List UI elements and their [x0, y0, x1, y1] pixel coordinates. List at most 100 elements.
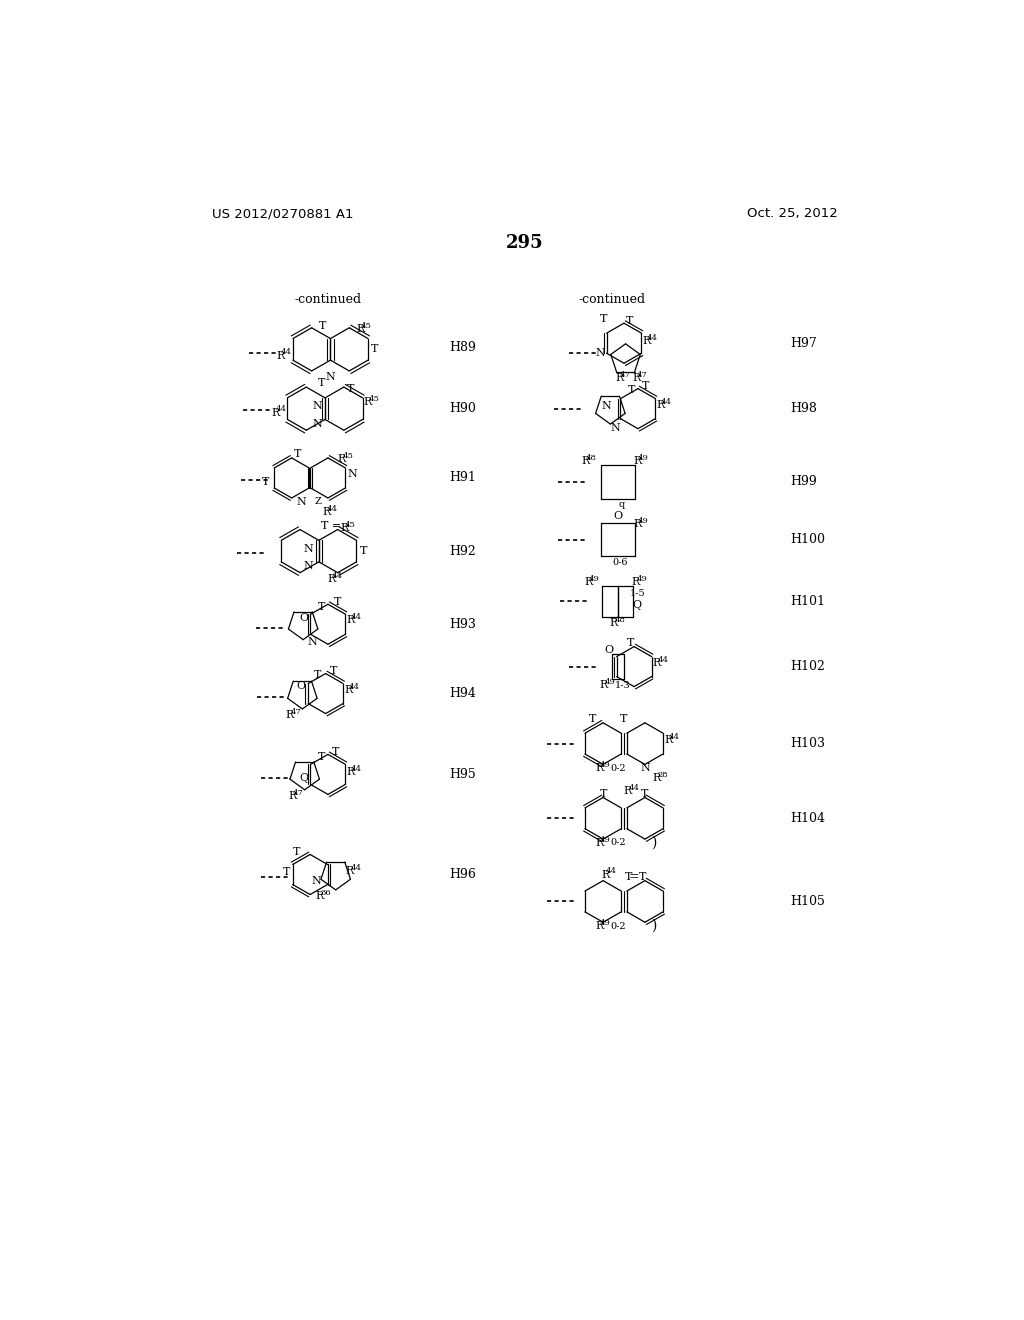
Text: 47: 47: [293, 789, 304, 797]
Text: T: T: [589, 714, 596, 723]
Text: 44: 44: [662, 397, 672, 405]
Text: R: R: [344, 685, 352, 694]
Text: 45: 45: [343, 453, 353, 461]
Text: N: N: [312, 418, 322, 429]
Text: H90: H90: [450, 403, 476, 416]
Text: N: N: [311, 875, 322, 886]
Text: T: T: [318, 321, 327, 331]
Text: N: N: [307, 638, 317, 647]
Text: N: N: [601, 401, 611, 412]
Text: 1-5: 1-5: [630, 589, 645, 598]
Text: T =: T =: [321, 520, 341, 531]
Text: H96: H96: [450, 869, 476, 880]
Text: 44: 44: [647, 334, 658, 342]
Text: R: R: [652, 657, 660, 668]
Text: T: T: [627, 315, 634, 326]
Text: 45: 45: [345, 521, 355, 529]
Text: R: R: [585, 577, 593, 587]
Text: H94: H94: [450, 686, 476, 700]
Text: R: R: [664, 735, 673, 744]
Text: N: N: [304, 544, 313, 554]
Text: 44: 44: [349, 682, 359, 690]
Text: 49: 49: [589, 574, 600, 583]
Text: R: R: [345, 866, 353, 875]
Text: 48: 48: [586, 454, 597, 462]
Text: H100: H100: [791, 533, 825, 546]
Text: 0-2: 0-2: [610, 764, 627, 772]
Text: T: T: [627, 638, 634, 648]
Text: R: R: [286, 710, 294, 721]
Text: T: T: [359, 546, 367, 556]
Text: Q: Q: [633, 601, 642, 610]
Text: 0-2: 0-2: [610, 838, 627, 847]
Text: Oct. 25, 2012: Oct. 25, 2012: [748, 207, 838, 220]
Text: 295: 295: [506, 234, 544, 252]
Text: 45: 45: [369, 396, 380, 404]
Text: R: R: [642, 335, 650, 346]
Text: H91: H91: [450, 471, 476, 484]
Text: N: N: [640, 763, 650, 774]
Text: H102: H102: [791, 660, 825, 673]
Text: R: R: [624, 787, 632, 796]
Text: R: R: [652, 774, 660, 783]
Text: R: R: [315, 891, 324, 902]
Text: 49: 49: [638, 454, 649, 462]
Text: 44: 44: [351, 766, 362, 774]
Text: H98: H98: [791, 403, 817, 416]
Text: 44: 44: [327, 504, 338, 512]
Text: -continued: -continued: [579, 293, 646, 306]
Text: T: T: [347, 384, 354, 395]
Text: 44: 44: [351, 614, 362, 622]
Text: R: R: [600, 680, 608, 690]
Text: T: T: [642, 381, 649, 391]
Text: 44: 44: [606, 867, 617, 875]
Text: R: R: [356, 325, 365, 334]
Text: 0-6: 0-6: [612, 558, 628, 568]
Text: R: R: [340, 523, 348, 533]
Text: R: R: [601, 870, 609, 879]
Text: R: R: [632, 577, 640, 587]
Text: 49: 49: [600, 762, 611, 770]
Text: 44: 44: [350, 863, 361, 871]
Text: H89: H89: [450, 341, 476, 354]
Text: R: R: [656, 400, 665, 409]
Text: N: N: [610, 422, 620, 433]
Text: R: R: [595, 921, 603, 931]
Text: N: N: [297, 496, 306, 507]
Text: T: T: [293, 847, 300, 857]
Text: N: N: [347, 469, 356, 479]
Text: 47: 47: [291, 708, 302, 715]
Text: R: R: [615, 374, 624, 384]
Text: R: R: [271, 408, 280, 417]
Text: ): ): [651, 919, 657, 933]
Text: T: T: [262, 477, 269, 487]
Text: 44: 44: [275, 405, 287, 413]
Text: T: T: [283, 867, 290, 878]
Text: q: q: [618, 500, 625, 510]
Text: 44: 44: [657, 656, 669, 664]
Text: 36: 36: [321, 888, 331, 898]
Text: R: R: [346, 767, 354, 777]
Text: R: R: [633, 455, 641, 466]
Text: 47: 47: [637, 371, 648, 379]
Text: H97: H97: [791, 337, 817, 350]
Text: R: R: [364, 397, 372, 408]
Text: R: R: [288, 791, 296, 801]
Text: O: O: [605, 645, 613, 656]
Text: =: =: [629, 870, 640, 883]
Text: T: T: [314, 671, 322, 680]
Text: N: N: [304, 561, 313, 572]
Text: N: N: [312, 401, 322, 412]
Text: T: T: [330, 667, 337, 676]
Text: 48: 48: [614, 615, 626, 623]
Text: T: T: [641, 788, 648, 799]
Text: T: T: [317, 751, 326, 762]
Text: R: R: [595, 838, 603, 847]
Text: 45: 45: [360, 322, 372, 330]
Text: 49: 49: [604, 678, 615, 686]
Text: US 2012/0270881 A1: US 2012/0270881 A1: [212, 207, 353, 220]
Text: R: R: [632, 374, 641, 384]
Text: R: R: [610, 618, 618, 628]
Text: 1-3: 1-3: [614, 681, 631, 689]
Text: 44: 44: [332, 572, 343, 579]
